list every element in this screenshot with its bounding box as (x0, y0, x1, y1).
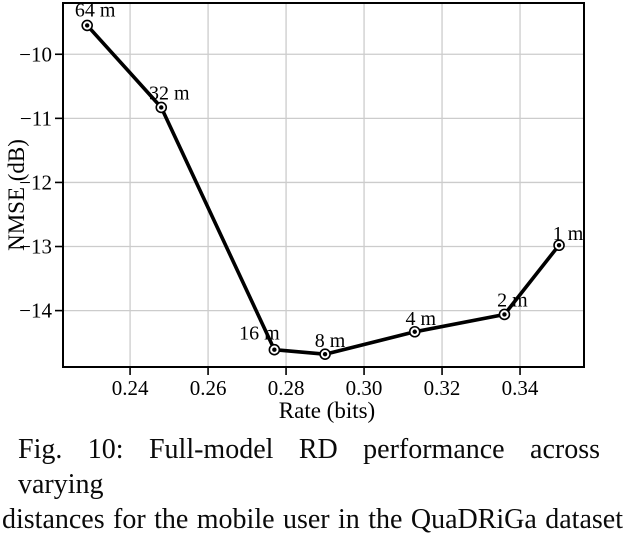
data-point-center-dot (556, 243, 562, 248)
data-point-center-dot (272, 347, 277, 352)
axis-tick-marks (55, 53, 521, 375)
data-point-center-dot (84, 23, 90, 28)
data-point-center-dot (322, 351, 328, 357)
caption-line-1: Fig. 10: Full-model RD performance acros… (18, 434, 600, 500)
x-tick-label: 0.30 (346, 376, 383, 400)
x-tick-label: 0.26 (190, 376, 227, 400)
x-tick-label: 0.32 (424, 376, 461, 400)
distance-label: 2 m (497, 289, 528, 311)
distance-annotations: 64 m 32 m 16 m 8 m 4 m 2 m 1 m (75, 0, 584, 352)
y-tick-label: −12 (19, 170, 52, 194)
figure-caption: Fig. 10: Full-model RD performance acros… (0, 432, 626, 537)
distance-label: 32 m (149, 82, 190, 104)
x-tick-label: 0.34 (502, 376, 539, 400)
distance-label: 4 m (405, 308, 436, 330)
data-point-center-dot (412, 329, 417, 334)
x-tick-labels: 0.24 0.26 0.28 0.30 0.32 0.34 (112, 376, 539, 400)
y-tick-label: −14 (19, 299, 52, 323)
plot-border (62, 2, 585, 368)
rd-performance-chart: 0.24 0.26 0.28 0.30 0.32 0.34 −10 −11 −12 −13 −14… (4, 0, 585, 423)
rd-curve (81, 19, 565, 360)
data-point-center-dot (159, 105, 164, 110)
y-tick-labels: −10 −11 −12 −13 −14 (19, 42, 52, 322)
distance-label: 64 m (75, 0, 116, 21)
x-axis-label: Rate (bits) (279, 398, 375, 423)
x-tick-label: 0.24 (112, 376, 149, 400)
rd-curve-line (85, 24, 561, 357)
grid-lines (63, 3, 584, 367)
caption-line-2: distances for the mobile user in the Qua… (2, 504, 623, 535)
x-tick-label: 0.28 (268, 376, 305, 400)
distance-label: 1 m (553, 223, 584, 245)
data-point-center-dot (502, 312, 507, 317)
distance-label: 16 m (239, 323, 280, 345)
y-tick-label: −11 (20, 106, 52, 130)
y-axis-label: NMSE (dB) (4, 139, 29, 251)
y-tick-label: −13 (19, 235, 52, 259)
y-tick-label: −10 (19, 42, 52, 66)
distance-label: 8 m (315, 330, 346, 352)
